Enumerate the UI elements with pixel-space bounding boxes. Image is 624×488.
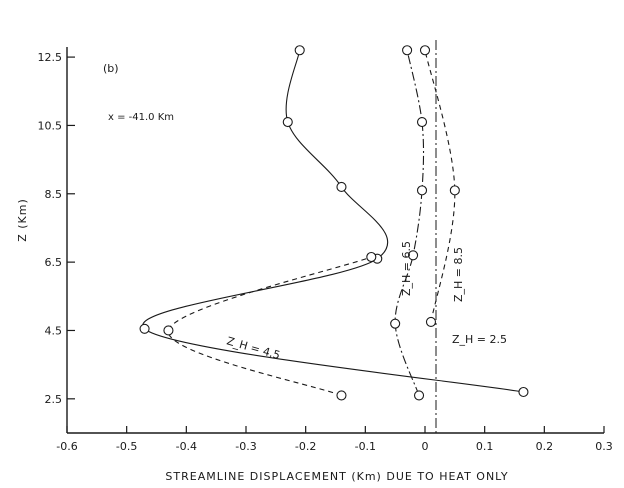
- x-tick-label: -0.5: [116, 440, 137, 453]
- x-tick-label: 0: [422, 440, 429, 453]
- y-tick-label: 10.5: [38, 119, 63, 132]
- panel-label: (b): [103, 62, 119, 75]
- data-point-marker: [413, 390, 425, 401]
- y-tick-label: 8.5: [45, 188, 63, 201]
- data-point-marker: [419, 45, 431, 56]
- x-tick-label: -0.1: [355, 440, 376, 453]
- x-tick-label: -0.4: [176, 440, 197, 453]
- data-point-marker: [139, 323, 150, 334]
- x-tick-label: -0.2: [295, 440, 316, 453]
- data-point-marker: [425, 316, 437, 327]
- series-line-3: [394, 50, 425, 396]
- label-zh-4.5: Z_H = 4.5: [225, 334, 281, 362]
- data-point-marker: [163, 325, 174, 336]
- data-point-marker: [336, 181, 347, 192]
- label-zh-2.5: Z_H = 2.5: [452, 333, 507, 346]
- data-point-marker: [518, 386, 529, 398]
- data-point-marker: [449, 185, 460, 196]
- y-tick-label: 12.5: [38, 51, 63, 64]
- x-tick-label: -0.6: [56, 440, 77, 453]
- series-line-2: [167, 256, 372, 396]
- data-point-marker: [402, 45, 413, 56]
- x-axis-label: STREAMLINE DISPLACEMENT (Km) DUE TO HEAT…: [165, 470, 508, 483]
- data-point-marker: [408, 250, 419, 261]
- position-annotation: x = -41.0 Km: [108, 112, 174, 123]
- data-point-marker: [282, 116, 293, 128]
- x-tick-label: -0.3: [235, 440, 256, 453]
- data-point-marker: [390, 318, 401, 329]
- x-tick-label: 0.3: [595, 440, 613, 453]
- data-point-marker: [294, 45, 305, 56]
- curve-group: [142, 50, 524, 396]
- data-point-marker: [416, 185, 428, 196]
- x-tick-label: 0.1: [476, 440, 494, 453]
- y-tick-label: 6.5: [45, 256, 63, 269]
- y-tick-group: 2.5 4.5 6.5 8.5 10.5 12.5: [38, 51, 75, 406]
- data-point-marker: [416, 116, 428, 128]
- y-axis-label: Z (Km): [16, 198, 29, 242]
- data-point-marker: [336, 390, 347, 401]
- series-line-4: [424, 50, 456, 322]
- marker-group: [139, 45, 529, 401]
- label-zh-6.5: Z_H = 6.5: [400, 241, 413, 296]
- x-tick-group: -0.6 -0.5 -0.4 -0.3 -0.2 -0.1 0 0.1 0.2 0.3: [56, 426, 613, 453]
- x-tick-label: 0.2: [536, 440, 554, 453]
- y-tick-label: 4.5: [45, 324, 63, 337]
- label-zh-8.5: Z_H = 8.5: [452, 247, 465, 302]
- y-tick-label: 2.5: [45, 393, 63, 406]
- series-line-1: [142, 50, 524, 393]
- data-point-marker: [366, 251, 377, 263]
